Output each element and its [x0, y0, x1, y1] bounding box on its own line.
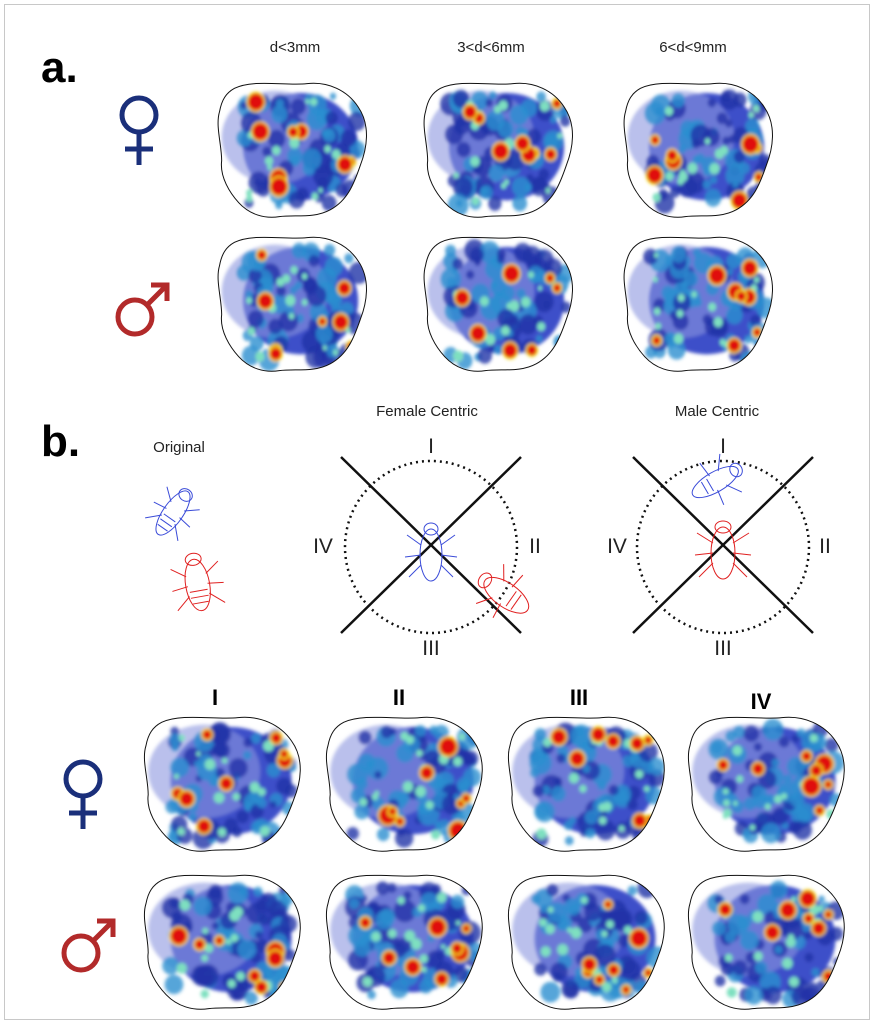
column-label-3-d-6: 3<d<6mm: [457, 39, 525, 56]
heatmap-b-r1-c2: [501, 871, 669, 1011]
fc-quadrant-iv: IV: [313, 535, 333, 558]
column-header-ii: II: [392, 685, 406, 710]
heatmap-b-r1-c1: [319, 871, 487, 1011]
original-label: Original: [153, 439, 205, 456]
heatmap-b-r0-c1: [319, 713, 487, 853]
original-female-fly-icon: [145, 486, 200, 541]
heatmap-a-r1-c0: [211, 233, 371, 373]
fc-quadrant-i: I: [428, 435, 434, 458]
column-header-iv: IV: [750, 689, 772, 714]
fc-quadrant-ii: II: [529, 535, 541, 558]
heatmap-a-r0-c2: [617, 79, 777, 219]
heatmap-a-r1-c1: [417, 233, 577, 373]
heatmap-b-r0-c0: [137, 713, 305, 853]
heatmap-a-r0-c1: [417, 79, 577, 219]
column-header-i: I: [211, 685, 219, 710]
male-symbol-icon: [61, 918, 116, 973]
female-centric-label: Female Centric: [376, 403, 478, 420]
mc-quadrant-iii: III: [714, 637, 732, 660]
original-male-fly-icon: [170, 552, 226, 612]
fc-quadrant-iii: III: [422, 637, 440, 660]
panel-a-letter: a.: [41, 43, 78, 92]
heatmap-b-r0-c3: [681, 713, 849, 853]
column-label-6-d-9: 6<d<9mm: [659, 39, 727, 56]
female-symbol-icon: [63, 759, 103, 829]
column-label-d-lt-3: d<3mm: [269, 39, 321, 56]
female-symbol-icon: [119, 95, 159, 165]
heatmap-b-r1-c3: [681, 871, 849, 1011]
mc-quadrant-iv: IV: [607, 535, 627, 558]
figure-frame: a. d<3mm 3<d<6mm 6<d<9mm b. Original Fem…: [4, 4, 870, 1020]
panel-b-letter: b.: [41, 417, 81, 466]
mc-quadrant-i: I: [720, 435, 726, 458]
male-centric-label: Male Centric: [674, 403, 760, 420]
male-centric-diagram: [632, 453, 814, 635]
heatmap-b-r0-c2: [501, 713, 669, 853]
heatmap-b-r1-c0: [137, 871, 305, 1011]
heatmap-a-r1-c2: [617, 233, 777, 373]
mc-quadrant-ii: II: [819, 535, 831, 558]
column-header-iii: III: [569, 685, 589, 710]
male-symbol-icon: [115, 282, 170, 337]
female-centric-diagram: [340, 456, 530, 635]
heatmap-a-r0-c0: [211, 79, 371, 219]
